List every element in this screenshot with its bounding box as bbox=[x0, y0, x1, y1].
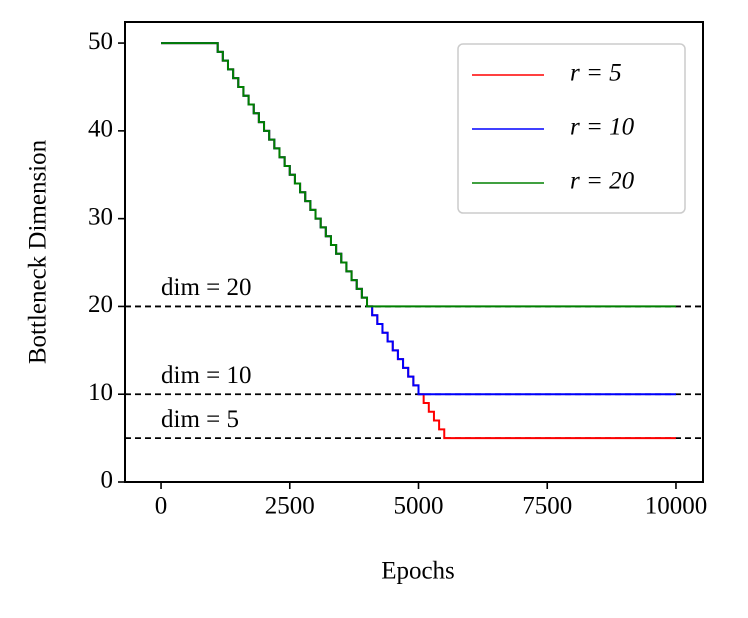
y-tick-label: 0 bbox=[101, 467, 114, 494]
y-tick-label: 30 bbox=[88, 203, 113, 230]
reference-label: dim = 20 bbox=[161, 274, 252, 301]
x-axis-label: Epochs bbox=[381, 558, 455, 585]
x-tick-label: 0 bbox=[155, 493, 168, 520]
plot-frame bbox=[124, 21, 704, 483]
legend-label: r = 5 bbox=[570, 60, 622, 87]
legend-label: r = 20 bbox=[570, 168, 635, 195]
y-axis-label: Bottleneck Dimension bbox=[25, 139, 52, 364]
reference-label: dim = 10 bbox=[161, 362, 252, 389]
legend-label: r = 10 bbox=[570, 114, 635, 141]
x-tick-label: 10000 bbox=[645, 493, 708, 520]
y-tick-label: 40 bbox=[88, 116, 113, 143]
y-tick-label: 50 bbox=[88, 28, 113, 55]
x-tick-label: 2500 bbox=[265, 493, 315, 520]
y-tick-label: 20 bbox=[88, 291, 113, 318]
x-tick-label: 7500 bbox=[522, 493, 572, 520]
y-tick-label: 10 bbox=[88, 379, 113, 406]
x-tick-label: 5000 bbox=[394, 493, 444, 520]
data-line bbox=[161, 42, 676, 308]
legend-box bbox=[457, 43, 686, 214]
reference-label: dim = 5 bbox=[161, 406, 239, 433]
